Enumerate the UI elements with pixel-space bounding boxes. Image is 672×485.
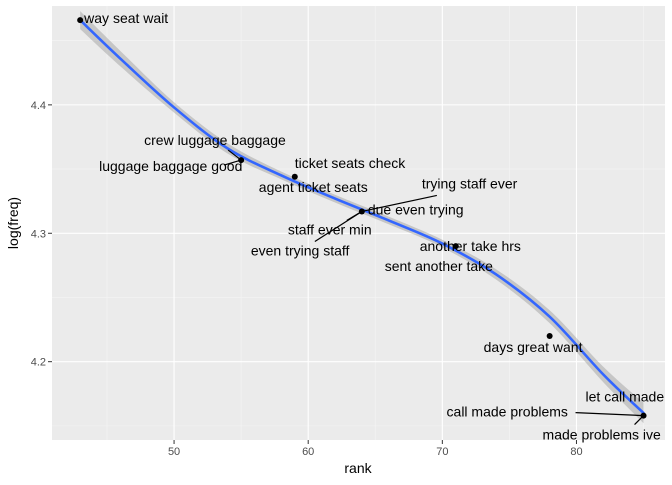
point-label: made problems ive <box>543 427 661 443</box>
point-label: crew luggage baggage <box>144 132 286 148</box>
y-axis-title: log(freq) <box>5 197 21 249</box>
point-labels: way seat wait crew luggage baggage luggage… <box>83 10 664 442</box>
point-label: due even trying <box>368 201 464 217</box>
x-tick-label: 60 <box>302 446 314 458</box>
label-leader-line <box>361 194 437 213</box>
point-label: days great want <box>484 339 583 355</box>
data-point <box>291 173 298 180</box>
x-tick-label: 50 <box>168 446 180 458</box>
point-label: way seat wait <box>83 10 168 26</box>
data-point <box>77 17 84 24</box>
point-label: agent ticket seats <box>259 179 368 195</box>
y-tick-label: 4.2 <box>31 357 46 369</box>
label-leader-line <box>575 412 644 417</box>
y-axis: 4.2 4.3 4.4 <box>31 100 52 369</box>
data-point <box>238 157 245 164</box>
data-point <box>452 243 459 250</box>
grid-major <box>52 6 665 440</box>
data-point <box>358 208 365 215</box>
x-axis: 50 60 70 80 <box>168 440 583 458</box>
x-tick-label: 70 <box>436 446 448 458</box>
panel-background <box>52 6 665 440</box>
point-label: let call made <box>586 389 665 405</box>
point-label: ticket seats check <box>295 155 406 171</box>
label-leader-line <box>314 210 363 242</box>
point-label: another take hrs <box>420 238 521 254</box>
point-label: sent another take <box>385 258 493 274</box>
point-label: even trying staff <box>251 242 350 258</box>
point-label: luggage baggage good <box>99 158 242 174</box>
data-point <box>546 332 553 339</box>
data-point <box>640 412 647 419</box>
point-label: trying staff ever <box>422 175 518 191</box>
point-label: call made problems <box>447 404 568 420</box>
y-tick-label: 4.3 <box>31 228 46 240</box>
grid-minor <box>52 6 665 440</box>
x-tick-label: 80 <box>570 446 582 458</box>
x-axis-title: rank <box>344 460 372 476</box>
point-label: staff ever min <box>288 221 372 237</box>
y-tick-label: 4.4 <box>31 100 46 112</box>
data-points <box>77 17 647 419</box>
